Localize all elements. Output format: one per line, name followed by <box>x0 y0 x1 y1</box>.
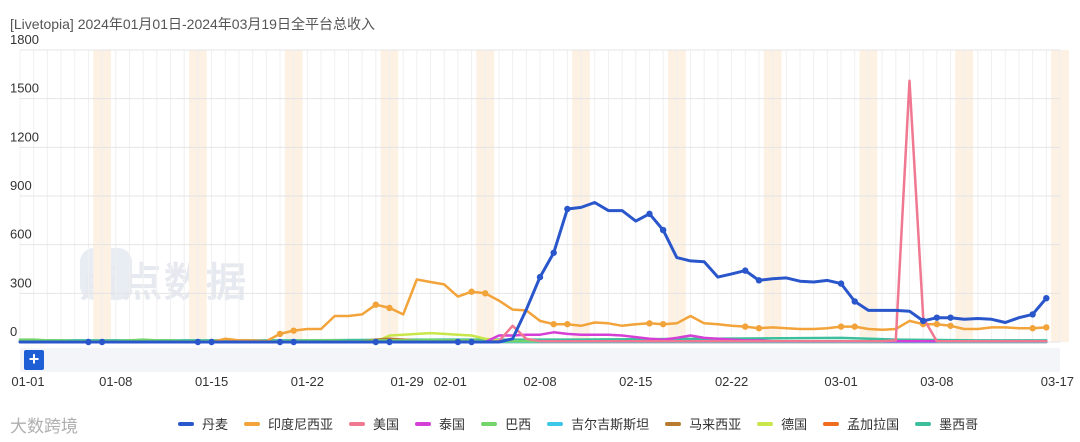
series-point-0-60 <box>837 280 845 287</box>
x-tick-label-2: 01-15 <box>195 374 228 389</box>
series-point-1-46 <box>646 320 653 327</box>
x-tick-label-8: 02-22 <box>715 374 748 389</box>
x-tick-label-5: 02-01 <box>434 374 467 389</box>
series-point-0-47 <box>659 226 667 234</box>
legend-swatch <box>244 421 261 426</box>
series-point-1-54 <box>755 325 763 332</box>
series-point-0-6 <box>98 338 106 346</box>
series-point-0-40 <box>564 205 571 213</box>
series-point-1-67 <box>933 320 941 328</box>
legend-label: 美国 <box>373 417 400 432</box>
series-point-1-74 <box>1029 325 1036 332</box>
legend-label: 巴西 <box>505 417 532 432</box>
legend-label: 吉尔吉斯斯坦 <box>571 417 650 432</box>
series-point-0-5 <box>85 338 92 346</box>
legend-swatch <box>349 421 366 426</box>
x-tick-label-11: 03-17 <box>1041 374 1074 389</box>
series-point-1-40 <box>564 320 571 328</box>
series-point-0-14 <box>208 338 215 346</box>
brand-watermark: 大数跨境 <box>10 417 78 436</box>
legend-swatch <box>757 421 774 426</box>
series-point-0-26 <box>372 338 379 346</box>
legend-label: 德国 <box>781 417 808 432</box>
series-point-1-47 <box>659 320 667 328</box>
series-point-0-20 <box>290 338 297 346</box>
series-point-1-39 <box>550 320 557 328</box>
series-point-1-33 <box>468 288 475 295</box>
series-point-1-19 <box>276 330 284 338</box>
x-tick-label-3: 01-22 <box>291 374 324 389</box>
series-point-0-39 <box>550 249 557 256</box>
legend-item-1[interactable]: 印度尼西亚 <box>244 414 333 433</box>
legend-item-4[interactable]: 巴西 <box>481 414 531 433</box>
series-point-0-74 <box>1029 311 1036 318</box>
series-point-1-61 <box>851 323 858 330</box>
series-point-1-27 <box>386 304 393 312</box>
y-tick-label-4: 1200 <box>10 129 39 144</box>
legend-swatch <box>415 421 432 426</box>
legend-swatch <box>823 421 840 426</box>
y-tick-label-1: 300 <box>10 275 32 290</box>
legend-item-3[interactable]: 泰国 <box>415 414 465 433</box>
legend-item-7[interactable]: 德国 <box>757 414 807 433</box>
legend-label: 孟加拉国 <box>847 417 900 432</box>
chart-title: [Livetopia] 2024年01月01日-2024年03月19日全平台总收… <box>10 16 375 32</box>
x-tick-label-7: 02-15 <box>619 374 652 389</box>
y-tick-label-2: 600 <box>10 227 32 242</box>
legend-item-2[interactable]: 美国 <box>349 414 399 433</box>
series-line-2 <box>18 79 1048 344</box>
legend-item-5[interactable]: 吉尔吉斯斯坦 <box>547 414 649 433</box>
y-tick-label-3: 900 <box>10 178 32 193</box>
legend-label: 印度尼西亚 <box>268 417 334 432</box>
series-point-0-66 <box>919 317 927 325</box>
legend-swatch <box>665 421 682 426</box>
series-point-1-20 <box>290 327 297 334</box>
x-tick-label-9: 03-01 <box>824 374 857 389</box>
series-point-0-46 <box>646 210 653 218</box>
series-point-0-32 <box>454 338 462 346</box>
y-tick-label-5: 1500 <box>10 81 39 96</box>
series-point-1-26 <box>372 301 379 308</box>
zoom-in-button[interactable]: + <box>24 350 44 370</box>
series-point-1-68 <box>947 322 954 329</box>
series-point-0-54 <box>755 277 763 284</box>
series-point-0-67 <box>933 314 941 321</box>
y-tick-label-6: 1800 <box>10 32 39 47</box>
series-point-0-19 <box>276 338 284 346</box>
series-point-0-38 <box>536 273 544 281</box>
legend-swatch <box>178 421 194 426</box>
legend-item-0[interactable]: 丹麦 <box>178 414 228 433</box>
legend-swatch <box>481 421 498 426</box>
series-point-0-68 <box>947 314 954 321</box>
legend-item-9[interactable]: 墨西哥 <box>915 414 978 433</box>
series-point-0-27 <box>386 338 393 346</box>
series-point-0-75 <box>1043 295 1050 302</box>
series-point-1-60 <box>837 323 845 330</box>
legend-label: 泰国 <box>439 417 466 432</box>
series-point-1-75 <box>1043 324 1050 331</box>
y-tick-label-0: 0 <box>10 324 17 339</box>
series-point-0-53 <box>742 267 749 274</box>
legend-label: 马来西亚 <box>689 417 742 432</box>
series-point-0-33 <box>468 338 475 346</box>
legend-item-8[interactable]: 孟加拉国 <box>823 414 899 433</box>
legend-swatch <box>915 421 932 426</box>
series-point-0-61 <box>851 298 858 305</box>
legend-label: 丹麦 <box>202 417 229 432</box>
x-tick-label-4: 01-29 <box>391 374 424 389</box>
x-tick-label-0: 01-01 <box>11 374 44 389</box>
series-point-0-13 <box>194 338 202 346</box>
legend-item-6[interactable]: 马来西亚 <box>665 414 741 433</box>
legend-swatch <box>547 421 564 426</box>
series-point-1-53 <box>742 323 749 330</box>
zoom-range-strip <box>20 348 1060 372</box>
chart-legend: 丹麦 印度尼西亚 美国 泰国 巴西 吉尔吉斯斯坦 马来西亚 德国 孟加拉国 墨西哥 <box>178 414 994 433</box>
x-tick-label-10: 03-08 <box>920 374 953 389</box>
series-line-0 <box>18 201 1048 344</box>
legend-label: 墨西哥 <box>939 417 979 432</box>
x-tick-label-6: 02-08 <box>523 374 556 389</box>
series-point-1-34 <box>482 290 489 297</box>
x-tick-label-1: 01-08 <box>99 374 132 389</box>
